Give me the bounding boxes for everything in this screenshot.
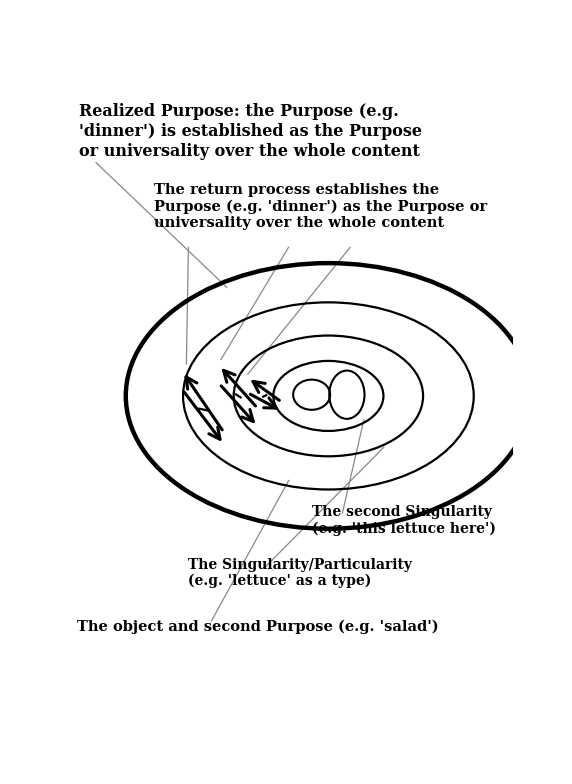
Text: Realized Purpose: the Purpose (e.g.
'dinner') is established as the Purpose
or u: Realized Purpose: the Purpose (e.g. 'din… — [79, 103, 422, 159]
Text: The return process establishes the
Purpose (e.g. 'dinner') as the Purpose or
uni: The return process establishes the Purpo… — [154, 183, 487, 230]
Text: The second Singularity
(e.g. 'this lettuce here'): The second Singularity (e.g. 'this lettu… — [312, 505, 495, 536]
Text: The object and second Purpose (e.g. 'salad'): The object and second Purpose (e.g. 'sal… — [77, 619, 438, 633]
Text: The Singularity/Particularity
(e.g. 'lettuce' as a type): The Singularity/Particularity (e.g. 'let… — [188, 557, 412, 588]
